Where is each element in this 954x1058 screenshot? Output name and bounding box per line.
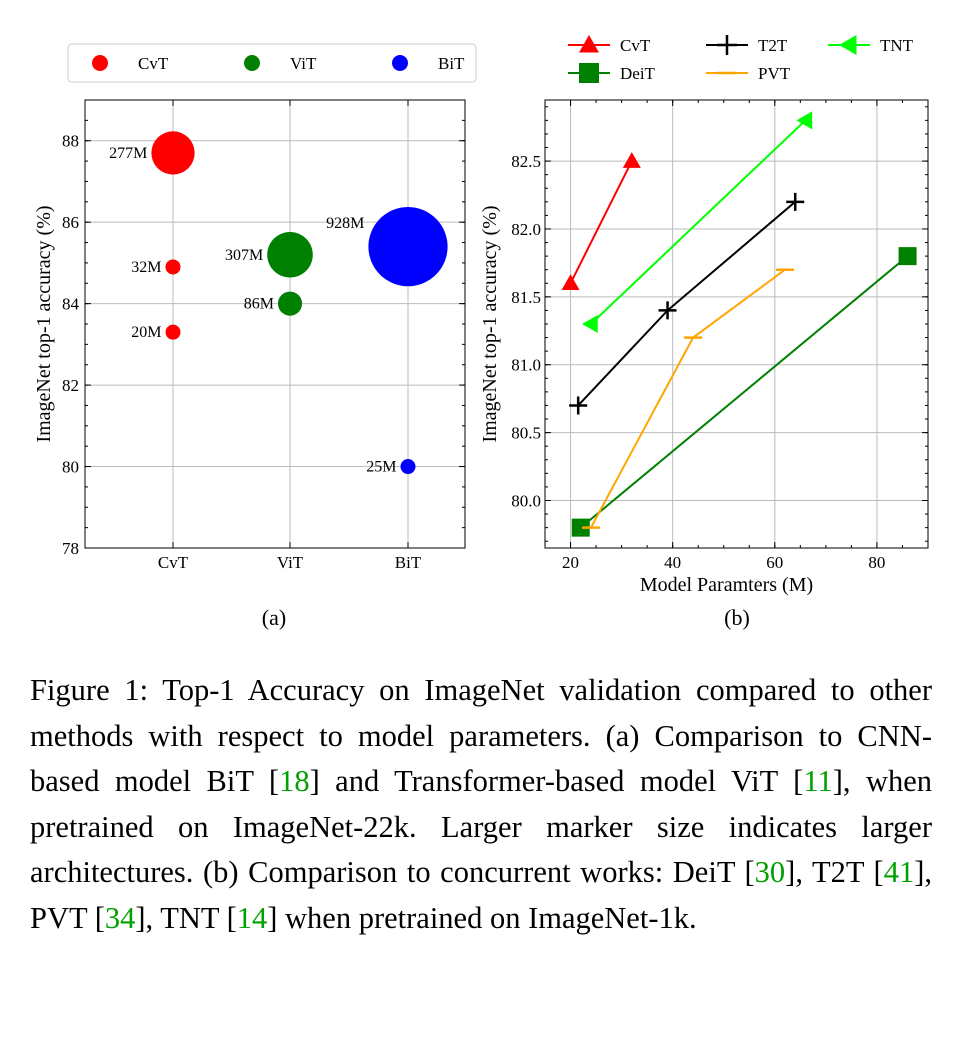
data-point-t2t (658, 301, 677, 320)
legend-marker-bit (392, 55, 408, 71)
x-tick-label: 20 (562, 553, 579, 572)
citation-link[interactable]: 30 (754, 855, 786, 889)
legend-marker-deit (579, 63, 599, 83)
y-tick-label: 80.0 (511, 491, 541, 510)
legend-marker-vit (244, 55, 260, 71)
bubble-cvt-277m (151, 131, 195, 175)
series-line-tnt (590, 119, 807, 325)
figure-caption: Figure 1: Top-1 Accuracy on ImageNet val… (30, 668, 932, 941)
x-tick-label-bit: BiT (395, 553, 422, 572)
y-tick-label: 88 (62, 132, 79, 151)
legend-label-pvt: PVT (758, 64, 791, 83)
caption-text: Figure 1: Top-1 Accuracy on ImageNet val… (30, 673, 932, 798)
citation-link[interactable]: 18 (279, 764, 310, 798)
legend-label-bit: BiT (438, 54, 465, 73)
point-label-86m: 86M (244, 296, 274, 313)
legend-label-t2t: T2T (758, 36, 788, 55)
caption-text: ] when pretrained on ImageNet-1k. (267, 900, 697, 935)
bubble-vit-86m (277, 291, 303, 316)
citation-link[interactable]: 14 (236, 900, 268, 935)
data-point-deit (898, 247, 917, 266)
y-tick-label: 82.5 (511, 152, 541, 171)
panel-b-chart: 80.0 80.5 81.0 81.5 82.0 82.5 20 40 60 80 Model Pa… (479, 35, 929, 630)
bubble-vit-307m (267, 231, 313, 278)
legend-label-cvt: CvT (138, 54, 169, 73)
point-label-32m: 32M (131, 259, 161, 276)
x-axis-label: Model Paramters (M) (640, 574, 813, 596)
y-tick-label: 78 (62, 539, 79, 558)
caption-text: ], TNT [ (135, 900, 237, 935)
x-tick-label: 60 (766, 553, 783, 572)
legend-marker-tnt (839, 35, 857, 55)
legend-marker-t2t (717, 35, 737, 55)
citation-link[interactable]: 41 (883, 855, 915, 889)
legend: CvT DeiT T2T PVT TNT (568, 35, 914, 83)
data-point-cvt (561, 274, 580, 291)
plot-frame (544, 99, 929, 549)
y-tick-label: 84 (62, 295, 80, 314)
legend-label-deit: DeiT (620, 64, 656, 83)
citation-link[interactable]: 11 (803, 764, 833, 798)
bubble-bit-25m (400, 459, 416, 475)
y-tick-label: 80.5 (511, 424, 541, 443)
x-tick-label-vit: ViT (277, 553, 304, 572)
point-label-20m: 20M (131, 324, 161, 341)
legend-label-vit: ViT (290, 54, 317, 73)
bubble-cvt-20m (165, 324, 181, 340)
legend-marker-cvt (92, 55, 108, 71)
data-point-tnt (581, 315, 598, 333)
y-tick-label: 80 (62, 458, 79, 477)
y-tick-label: 81.5 (511, 288, 541, 307)
bubble-bit-928m (368, 207, 448, 287)
data-point-t2t (569, 396, 588, 415)
y-tick-label: 81.0 (511, 356, 541, 375)
point-label-307m: 307M (225, 247, 263, 264)
x-tick-label: 40 (664, 553, 681, 572)
panel-label-b: (b) (724, 605, 750, 630)
series-line-deit (580, 255, 909, 529)
data-point-t2t (786, 192, 805, 211)
figure-canvas: 78 80 82 84 86 88 CvT ViT BiT ImageNet top-1 accu… (33, 35, 929, 630)
point-label-25m: 25M (366, 459, 396, 476)
data-point-tnt (796, 111, 813, 130)
series-line-cvt (569, 160, 633, 284)
citation-link[interactable]: 34 (104, 900, 136, 935)
bubble-cvt-32m (165, 259, 181, 275)
caption-text: ], PVT [ (30, 855, 932, 935)
legend-label-tnt: TNT (880, 36, 914, 55)
point-label-928m: 928M (326, 215, 364, 232)
y-tick-label: 82.0 (511, 220, 541, 239)
y-axis-label: ImageNet top-1 accuracy (%) (33, 205, 55, 442)
caption-text: ], T2T [ (785, 855, 884, 889)
panel-label-a: (a) (262, 605, 286, 630)
legend-marker-cvt (579, 35, 599, 53)
data-point-cvt (622, 152, 641, 168)
data-point-deit (571, 518, 590, 537)
point-label-277m: 277M (109, 145, 147, 162)
legend-box (67, 43, 477, 83)
y-axis-label: ImageNet top-1 accuracy (%) (479, 205, 501, 442)
series-line-pvt (590, 268, 786, 529)
caption-text: ] and Transformer-based model ViT [ (309, 764, 804, 798)
x-tick-label: 80 (868, 553, 885, 572)
caption-text: ], when pretrained on ImageNet-22k. Larg… (30, 764, 933, 889)
x-tick-label-cvt: CvT (158, 553, 189, 572)
legend-label-cvt: CvT (620, 36, 651, 55)
y-tick-label: 82 (62, 376, 79, 395)
y-tick-label: 86 (62, 213, 79, 232)
panel-a-chart: 78 80 82 84 86 88 CvT ViT BiT ImageNet top-1 accu… (33, 43, 477, 630)
legend: CvT ViT BiT (67, 43, 477, 83)
